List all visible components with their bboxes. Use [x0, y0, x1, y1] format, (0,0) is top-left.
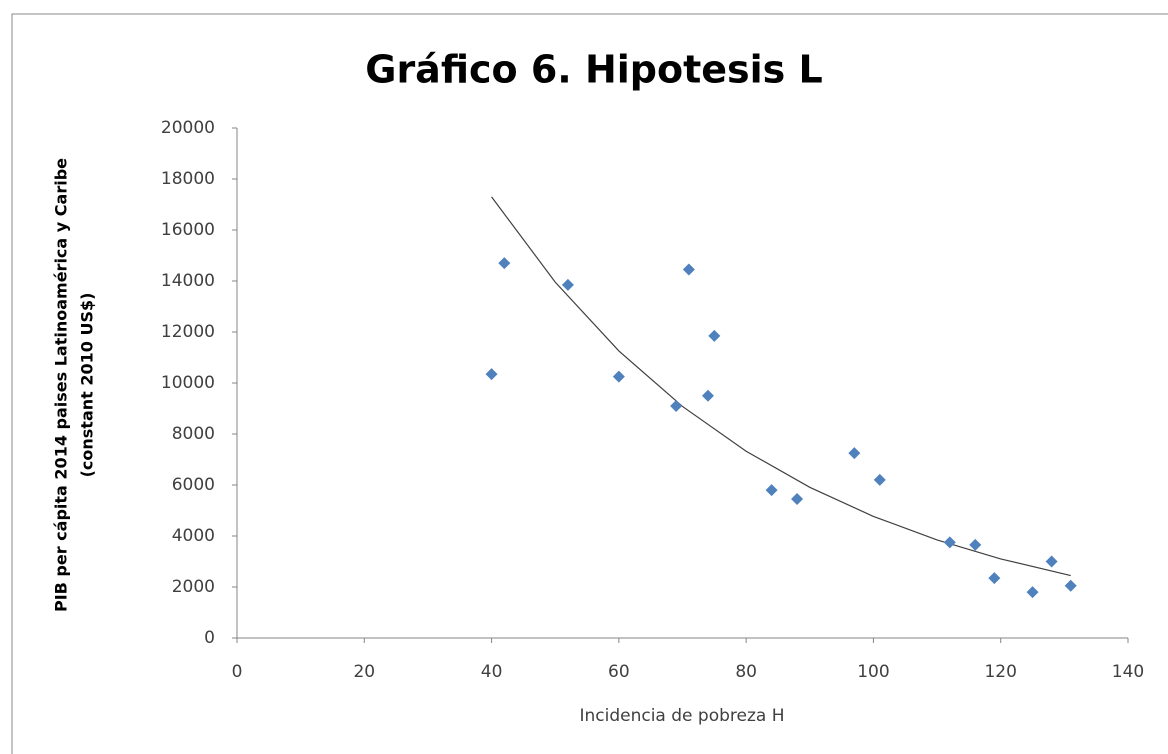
data-point [612, 370, 625, 383]
data-point [485, 368, 498, 381]
data-point [701, 389, 714, 402]
x-tick-label: 60 [608, 662, 630, 682]
data-point [969, 538, 982, 551]
y-tick-label: 0 [204, 628, 215, 648]
x-tick-label: 80 [735, 662, 757, 682]
y-tick-label: 16000 [161, 220, 215, 240]
x-tick-label: 140 [1112, 662, 1144, 682]
chart-title: Gráfico 6. Hipotesis L [365, 48, 822, 92]
x-tick-label: 100 [857, 662, 889, 682]
chart-border [11, 13, 1168, 754]
trendline [491, 196, 1071, 577]
data-point [670, 399, 683, 412]
data-point [765, 484, 778, 497]
y-tick-label: 20000 [161, 118, 215, 138]
y-tick-label: 12000 [161, 322, 215, 342]
y-tick-label: 14000 [161, 271, 215, 291]
y-axis-label: PIB per cápita 2014 paises Latinoamérica… [52, 158, 97, 612]
data-point [1026, 586, 1039, 599]
y-tick-label: 6000 [172, 475, 215, 495]
data-point [791, 493, 804, 506]
x-tick-label: 120 [984, 662, 1016, 682]
y-axis-label-line: (constant 2010 US$) [78, 293, 97, 478]
y-tick-label: 4000 [172, 526, 215, 546]
data-point [943, 536, 956, 549]
data-point [708, 329, 721, 342]
x-tick-label: 40 [481, 662, 503, 682]
x-axis-label: Incidencia de pobreza H [579, 706, 784, 726]
data-point [1064, 579, 1077, 592]
y-tick-label: 18000 [161, 169, 215, 189]
x-tick-label: 0 [232, 662, 243, 682]
data-point [988, 572, 1001, 585]
data-point [848, 447, 861, 460]
y-tick-label: 10000 [161, 373, 215, 393]
y-tick-label: 8000 [172, 424, 215, 444]
data-point [498, 257, 511, 270]
x-tick-label: 20 [353, 662, 375, 682]
data-point [682, 263, 695, 276]
y-axis-label-line: PIB per cápita 2014 paises Latinoamérica… [52, 158, 71, 612]
data-point [873, 473, 886, 486]
data-point [561, 278, 574, 291]
y-tick-label: 2000 [172, 577, 215, 597]
data-point [1045, 555, 1058, 568]
